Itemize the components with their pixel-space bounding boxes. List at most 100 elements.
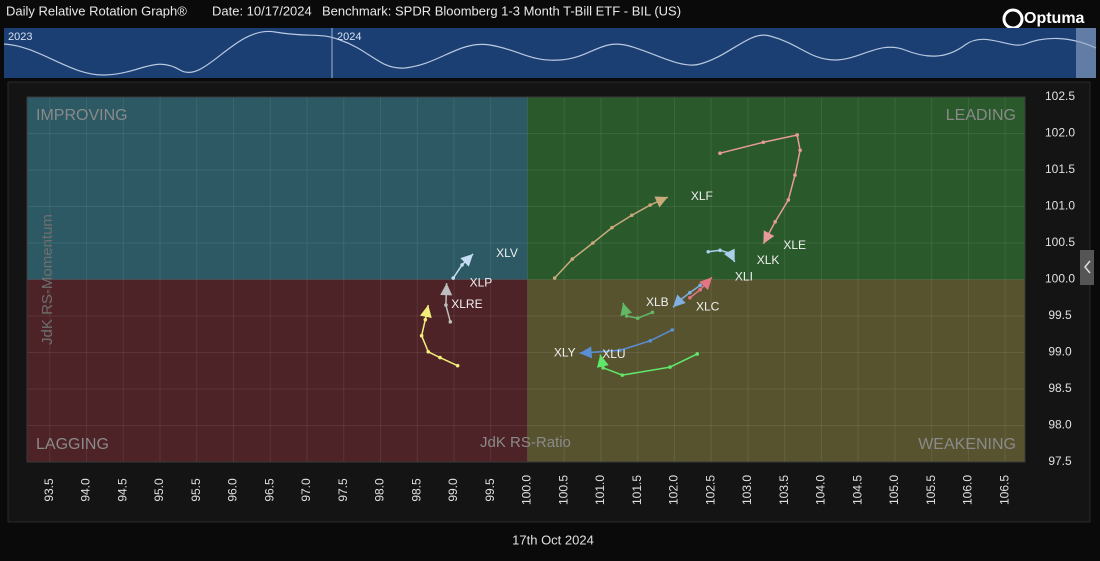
x-tick-label: 94.5: [115, 478, 129, 502]
head: [654, 196, 668, 208]
x-tick-label: 103.0: [740, 475, 754, 505]
quadrant-label: LAGGING: [36, 436, 109, 453]
series-label: XLV: [496, 246, 518, 260]
tail-point: [444, 303, 448, 307]
tail-point: [761, 140, 766, 145]
tail-point: [718, 248, 722, 253]
y-tick-label: 102.5: [1045, 89, 1075, 103]
x-tick-label: 100.5: [556, 475, 570, 505]
y-tick-label: 101.5: [1045, 162, 1075, 176]
plot-border: [26, 96, 1026, 463]
tail: [579, 329, 673, 354]
x-tick-label: 96.0: [226, 478, 240, 502]
head: [460, 253, 474, 267]
timeline-line: [3, 30, 1097, 76]
x-tick-label: 95.5: [189, 478, 203, 502]
series-label: XLE: [783, 238, 806, 252]
footer: 17th Oct 2024: [512, 532, 594, 547]
x-tick-label: 106.5: [997, 475, 1011, 505]
y-tick-label: 98.5: [1048, 381, 1072, 395]
x-tick-label: 96.5: [262, 478, 276, 502]
tail-point: [570, 257, 575, 261]
y-tick-label: 100.0: [1045, 272, 1075, 286]
series-label: XLRE: [451, 297, 482, 311]
tail-point: [688, 295, 692, 300]
tail-point: [630, 213, 634, 218]
x-tick-label: 100.0: [520, 475, 534, 505]
side-tab-icon: [1084, 260, 1091, 274]
head: [723, 248, 735, 262]
head: [440, 283, 453, 296]
tail-point: [618, 348, 622, 353]
head: [699, 277, 712, 291]
tail-point: [793, 173, 797, 177]
title: Daily Relative Rotation Graph®: [6, 3, 187, 18]
x-tick-label: 95.0: [152, 478, 166, 502]
x-tick-label: 102.5: [703, 475, 717, 505]
tail-point: [552, 276, 557, 280]
x-tick-label: 93.5: [42, 478, 56, 502]
tail-point: [591, 241, 595, 245]
series-label: XLC: [696, 299, 720, 313]
y-tick-label: 102.0: [1045, 126, 1075, 140]
tail-point: [786, 198, 791, 202]
tail-point: [610, 225, 614, 230]
quadrant-leading: [527, 97, 1025, 280]
tail-point: [798, 148, 802, 153]
tail-point: [419, 333, 424, 338]
tail-point: [695, 352, 700, 356]
series-label: XLP: [470, 275, 493, 289]
side-tab[interactable]: [1080, 250, 1094, 285]
tail-point: [648, 203, 652, 207]
quadrant-improving: [27, 97, 528, 280]
x-tick-label: 94.0: [79, 478, 93, 502]
tail-point: [438, 355, 442, 360]
timeline-label: 2024: [337, 31, 361, 43]
quadrant-label: IMPROVING: [36, 107, 128, 124]
x-tick-label: 105.0: [887, 475, 901, 505]
x-tick-label: 99.5: [483, 478, 497, 502]
x-tick-label: 98.5: [409, 478, 423, 502]
x-tick-label: 98.0: [373, 478, 387, 502]
y-tick-label: 98.0: [1048, 418, 1072, 432]
series-label: XLI: [735, 269, 753, 283]
y-axis-label: JdK RS-Momentum: [39, 214, 56, 345]
head: [579, 346, 593, 359]
x-tick-label: 97.0: [299, 478, 313, 502]
series-label: XLU: [602, 347, 625, 361]
x-tick-label: 106.0: [961, 475, 975, 505]
x-axis-label: JdK RS-Ratio: [480, 434, 571, 451]
quadrant-lagging: [27, 279, 528, 462]
tail-point: [773, 220, 777, 224]
timeline-label: 2023: [8, 31, 32, 43]
tail-point: [648, 339, 652, 343]
tail-point: [620, 373, 625, 377]
tail-point: [706, 249, 711, 254]
x-tick-label: 104.5: [850, 475, 864, 505]
tail-point: [795, 133, 799, 137]
tail: [420, 304, 458, 367]
tail-point: [635, 316, 640, 320]
tail-point: [650, 310, 655, 315]
tail-point: [448, 320, 453, 324]
quadrant-weakening: [527, 279, 1025, 462]
brand: Optuma: [1024, 10, 1085, 27]
tail-point: [668, 365, 672, 369]
tail-point: [455, 363, 460, 368]
head: [763, 230, 775, 244]
tail-point: [670, 328, 675, 332]
head: [620, 302, 633, 317]
tail-point: [460, 263, 464, 267]
timeline: [4, 28, 1096, 78]
timeline-handle[interactable]: [1076, 28, 1096, 78]
benchmark: Benchmark: SPDR Bloomberg 1-3 Month T-Bi…: [322, 3, 681, 18]
series-label: XLK: [757, 253, 780, 267]
date: Date: 10/17/2024: [212, 3, 312, 18]
y-tick-label: 99.5: [1048, 308, 1072, 322]
plot: 93.5 94.0 94.5 95.0 95.5 96.0 96.5 97.0 97.5 98.0…: [26, 89, 1075, 547]
head: [672, 294, 686, 308]
head: [596, 354, 609, 368]
x-tick-label: 101.0: [593, 475, 607, 505]
tail-point: [718, 151, 722, 156]
tail-point: [698, 287, 702, 292]
